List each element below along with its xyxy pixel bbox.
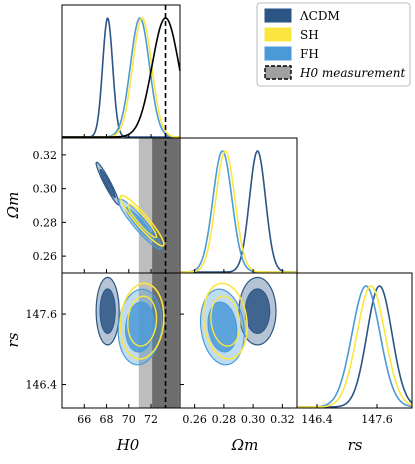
tick-label-h0-2: 70 bbox=[122, 413, 136, 426]
panel-frames-layer bbox=[61, 4, 413, 409]
tick-label-omega-m-x-1: 0.28 bbox=[212, 413, 237, 426]
ticks-layer: 66 68 70 72 0.26 0.28 0.30 0.32 146.4 147.6 0.26 0.… bbox=[26, 134, 393, 426]
ylabel-rs: rs bbox=[4, 332, 22, 347]
tick-label-omega-m-y-1: 0.28 bbox=[33, 216, 58, 229]
curve-fh-om bbox=[180, 150, 297, 273]
panel-frame-om-om bbox=[179, 137, 298, 274]
curve-measurement-h0 bbox=[62, 17, 181, 138]
legend: ΛCDM SH FH H0 measurement bbox=[256, 2, 411, 87]
posterior-curves-layer bbox=[62, 5, 413, 408]
tick-label-rs-y-1: 147.6 bbox=[26, 308, 58, 321]
contour-sh-h0-om-2sigma bbox=[119, 194, 165, 247]
contour-sh-om-rs-1sigma bbox=[210, 295, 241, 347]
curve-lcdm-om bbox=[180, 150, 297, 273]
contour-fh-h0-rs-1sigma bbox=[125, 301, 155, 353]
contour-lcdm-om-rs-1sigma bbox=[244, 288, 271, 334]
legend-label-sh: SH bbox=[300, 28, 319, 42]
curve-sh-om bbox=[180, 150, 297, 273]
ylabel-omega-m: Ωm bbox=[4, 192, 22, 220]
tick-label-h0-3: 72 bbox=[144, 413, 158, 426]
tick-label-omega-m-x-3: 0.32 bbox=[270, 413, 295, 426]
curve-fh-h0 bbox=[62, 17, 180, 138]
tick-label-omega-m-x-2: 0.30 bbox=[241, 413, 266, 426]
tick-label-rs-x-0: 146.4 bbox=[301, 413, 333, 426]
legend-frame bbox=[256, 2, 411, 87]
legend-label-lcdm: ΛCDM bbox=[299, 9, 340, 23]
contour-lcdm-h0-rs-1sigma bbox=[99, 288, 116, 334]
xlabel-omega-m: Ωm bbox=[231, 436, 259, 454]
legend-measurement-symbol: H0 measurement bbox=[299, 66, 405, 80]
tick-label-omega-m-y-3: 0.32 bbox=[33, 149, 58, 162]
contour-sh-h0-rs-2sigma bbox=[119, 282, 165, 360]
tick-label-omega-m-y-2: 0.30 bbox=[33, 183, 58, 196]
contour-sh-om-rs-2sigma bbox=[202, 282, 249, 360]
legend-label-measurement: H0 measurement bbox=[299, 66, 405, 80]
panel-frame-rs-rs bbox=[296, 272, 413, 409]
tick-label-rs-y-0: 146.4 bbox=[26, 379, 58, 392]
tick-label-h0-0: 66 bbox=[77, 413, 91, 426]
legend-swatch-lcdm bbox=[264, 8, 292, 23]
xlabel-rs: rs bbox=[348, 436, 363, 454]
curve-sh-rs bbox=[297, 285, 413, 408]
tick-label-h0-1: 68 bbox=[100, 413, 114, 426]
contour-lcdm-h0-om-1sigma bbox=[99, 168, 116, 199]
contour-sh-h0-om-1sigma bbox=[127, 203, 158, 239]
legend-swatch-fh bbox=[264, 46, 292, 61]
legend-swatch-sh bbox=[264, 27, 292, 42]
contour-fh-om-rs-1sigma bbox=[207, 301, 238, 353]
contours-layer bbox=[95, 161, 277, 366]
xlabel-h0: H0 bbox=[116, 436, 140, 454]
tick-label-rs-x-1: 147.6 bbox=[361, 413, 393, 426]
contour-sh-h0-rs-1sigma bbox=[127, 295, 158, 347]
tick-label-omega-m-y-0: 0.26 bbox=[33, 250, 58, 263]
legend-label-fh: FH bbox=[300, 47, 319, 61]
tick-label-omega-m-x-0: 0.26 bbox=[182, 413, 207, 426]
legend-swatch-measurement bbox=[264, 65, 292, 80]
